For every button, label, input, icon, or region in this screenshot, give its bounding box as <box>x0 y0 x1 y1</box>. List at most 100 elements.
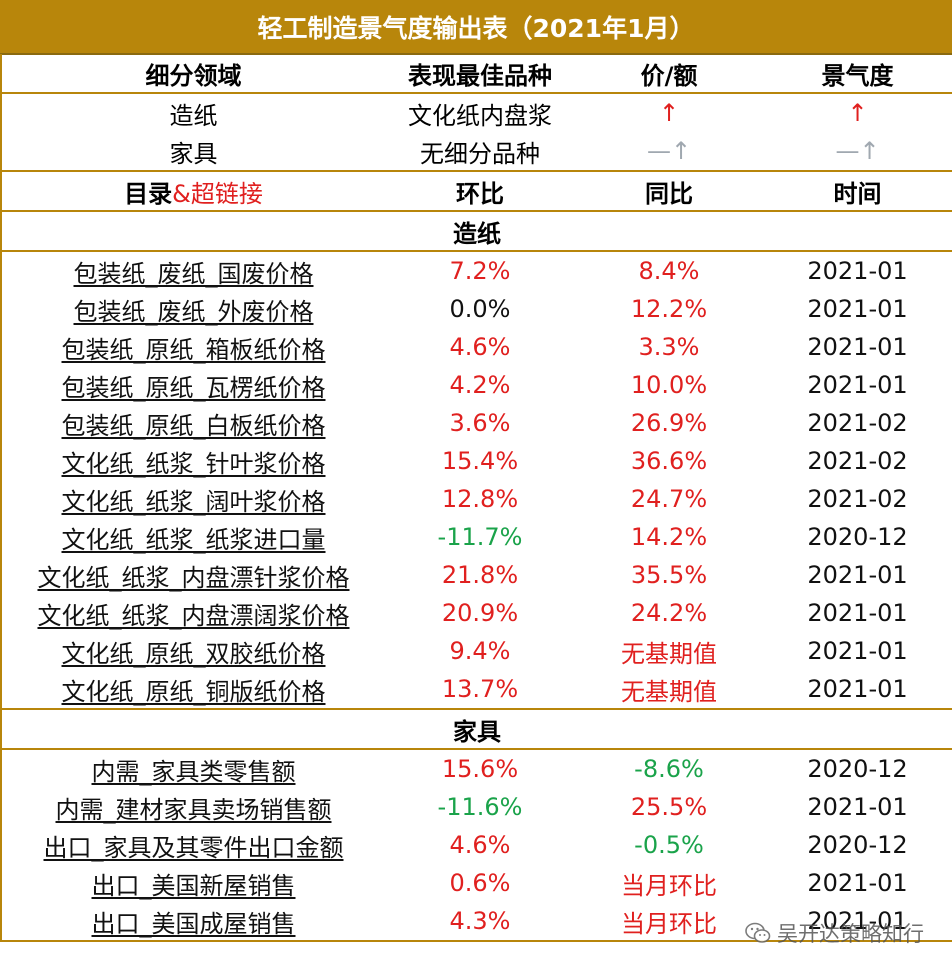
summary-row-paper: 造纸 文化纸内盘浆 ↑ ↑ <box>0 93 952 132</box>
table-row: 包装纸_废纸_国废价格 7.2% 8.4% 2021-01 <box>0 251 952 290</box>
yoy-value: 25.5% <box>630 793 708 821</box>
summary-price-arrow: —↑ <box>575 132 763 172</box>
mom-value: 9.4% <box>449 637 511 665</box>
time-value: 2021-02 <box>763 404 952 442</box>
table-row: 内需_建材家具卖场销售额 -11.6% 25.5% 2021-01 <box>0 788 952 826</box>
indicator-link[interactable]: 包装纸_原纸_箱板纸价格 <box>61 335 326 364</box>
indicator-link[interactable]: 包装纸_废纸_国废价格 <box>73 259 314 288</box>
time-value: 2020-12 <box>763 518 952 556</box>
indicator-cell: 包装纸_原纸_箱板纸价格 <box>0 328 385 366</box>
indicator-link[interactable]: 包装纸_原纸_白板纸价格 <box>61 411 326 440</box>
mom-value: 0.6% <box>449 869 511 897</box>
table-row: 文化纸_纸浆_阔叶浆价格 12.8% 24.7% 2021-02 <box>0 480 952 518</box>
yoy-value: -8.6% <box>634 755 704 783</box>
summary-header-row: 细分领域 表现最佳品种 价/额 景气度 <box>0 54 952 94</box>
table-row: 包装纸_原纸_白板纸价格 3.6% 26.9% 2021-02 <box>0 404 952 442</box>
time-value: 2021-01 <box>763 632 952 670</box>
table-row: 包装纸_原纸_瓦楞纸价格 4.2% 10.0% 2021-01 <box>0 366 952 404</box>
indicator-link[interactable]: 文化纸_纸浆_阔叶浆价格 <box>61 487 326 516</box>
table-row: 包装纸_原纸_箱板纸价格 4.6% 3.3% 2021-01 <box>0 328 952 366</box>
table-row: 出口_美国新屋销售 0.6% 当月环比 2021-01 <box>0 864 952 902</box>
col-yoy-header: 同比 <box>575 171 763 212</box>
mom-value: 4.6% <box>449 333 511 361</box>
indicator-cell: 文化纸_原纸_双胶纸价格 <box>0 632 385 670</box>
mom-value: 4.3% <box>385 902 575 942</box>
indicator-cell: 文化纸_纸浆_纸浆进口量 <box>0 518 385 556</box>
summary-best: 无细分品种 <box>385 132 575 172</box>
yoy-value: 当月环比 <box>621 871 717 900</box>
time-value: 2021-01 <box>763 788 952 826</box>
indicator-link[interactable]: 包装纸_废纸_外废价格 <box>73 297 314 326</box>
indicator-link[interactable]: 包装纸_原纸_瓦楞纸价格 <box>61 373 326 402</box>
yoy-value: 3.3% <box>638 333 700 361</box>
yoy-value: 12.2% <box>630 295 708 323</box>
time-value: 2021-01 <box>763 670 952 710</box>
yoy-value: 8.4% <box>638 257 700 285</box>
mom-value: 15.4% <box>441 447 519 475</box>
section-title: 造纸 <box>0 211 952 252</box>
wechat-icon <box>745 922 771 943</box>
table-row: 内需_家具类零售额 15.6% -8.6% 2020-12 <box>0 749 952 788</box>
table-row: 文化纸_纸浆_纸浆进口量 -11.7% 14.2% 2020-12 <box>0 518 952 556</box>
indicator-link[interactable]: 出口_美国成屋销售 <box>91 909 296 938</box>
climate-table: 细分领域 表现最佳品种 价/额 景气度 造纸 文化纸内盘浆 ↑ ↑ 家具 无细分… <box>0 54 952 942</box>
indicator-link[interactable]: 文化纸_纸浆_内盘漂针浆价格 <box>37 563 350 592</box>
time-value: 2021-01 <box>763 864 952 902</box>
section-row: 造纸 <box>0 211 952 252</box>
indicator-link[interactable]: 文化纸_纸浆_内盘漂阔浆价格 <box>37 601 350 630</box>
col-catalog-header: 目录&超链接 <box>0 171 385 212</box>
indicator-cell: 出口_美国新屋销售 <box>0 864 385 902</box>
yoy-value: 10.0% <box>630 371 708 399</box>
mom-value: 20.9% <box>441 599 519 627</box>
indicator-link[interactable]: 文化纸_原纸_双胶纸价格 <box>61 639 326 668</box>
yoy-value: 14.2% <box>630 523 708 551</box>
hyperlink-label: &超链接 <box>172 179 263 208</box>
mom-value: 0.0% <box>449 295 511 323</box>
yoy-value: -0.5% <box>634 831 704 859</box>
yoy-value: 当月环比 <box>575 902 763 942</box>
indicator-cell: 文化纸_纸浆_针叶浆价格 <box>0 442 385 480</box>
mom-value: 7.2% <box>449 257 511 285</box>
time-value: 2020-12 <box>763 749 952 788</box>
indicator-cell: 出口_家具及其零件出口金额 <box>0 826 385 864</box>
time-value: 2021-01 <box>763 328 952 366</box>
yoy-value: 35.5% <box>630 561 708 589</box>
yoy-value: 24.7% <box>630 485 708 513</box>
col-mom-header: 环比 <box>385 171 575 212</box>
table-row: 文化纸_纸浆_内盘漂针浆价格 21.8% 35.5% 2021-01 <box>0 556 952 594</box>
watermark-text: 吴开达策略知行 <box>777 922 924 946</box>
indicator-link[interactable]: 出口_美国新屋销售 <box>91 871 296 900</box>
table-row: 包装纸_废纸_外废价格 0.0% 12.2% 2021-01 <box>0 290 952 328</box>
table-row: 文化纸_纸浆_内盘漂阔浆价格 20.9% 24.2% 2021-01 <box>0 594 952 632</box>
mom-value: -11.7% <box>437 523 523 551</box>
summary-climate-arrow: ↑ <box>763 93 952 132</box>
indicator-cell: 内需_家具类零售额 <box>0 749 385 788</box>
table-row: 文化纸_纸浆_针叶浆价格 15.4% 36.6% 2021-02 <box>0 442 952 480</box>
col-field-header: 细分领域 <box>0 54 385 94</box>
indicator-link[interactable]: 文化纸_纸浆_纸浆进口量 <box>61 525 326 554</box>
yoy-value: 26.9% <box>630 409 708 437</box>
indicator-link[interactable]: 文化纸_纸浆_针叶浆价格 <box>61 449 326 478</box>
indicator-link[interactable]: 文化纸_原纸_铜版纸价格 <box>61 677 326 706</box>
yoy-value: 24.2% <box>630 599 708 627</box>
table-title: 轻工制造景气度输出表（2021年1月） <box>0 0 952 55</box>
time-value: 2021-01 <box>763 290 952 328</box>
mom-value: -11.6% <box>437 793 523 821</box>
section-row: 家具 <box>0 709 952 750</box>
indicator-cell: 包装纸_原纸_瓦楞纸价格 <box>0 366 385 404</box>
indicator-link[interactable]: 内需_建材家具卖场销售额 <box>55 795 332 824</box>
mom-value: 4.2% <box>449 371 511 399</box>
time-value: 2020-12 <box>763 826 952 864</box>
summary-price-arrow: ↑ <box>658 99 680 127</box>
col-time-header: 时间 <box>763 171 952 212</box>
time-value: 2021-01 <box>763 594 952 632</box>
time-value: 2021-01 <box>763 366 952 404</box>
table-row: 出口_家具及其零件出口金额 4.6% -0.5% 2020-12 <box>0 826 952 864</box>
col-price-header: 价/额 <box>575 54 763 94</box>
indicator-link[interactable]: 出口_家具及其零件出口金额 <box>43 833 344 862</box>
indicator-link[interactable]: 内需_家具类零售额 <box>91 757 296 786</box>
summary-best: 文化纸内盘浆 <box>408 101 552 130</box>
indicator-cell: 内需_建材家具卖场销售额 <box>0 788 385 826</box>
mom-value: 4.6% <box>449 831 511 859</box>
indicator-cell: 文化纸_纸浆_内盘漂针浆价格 <box>0 556 385 594</box>
